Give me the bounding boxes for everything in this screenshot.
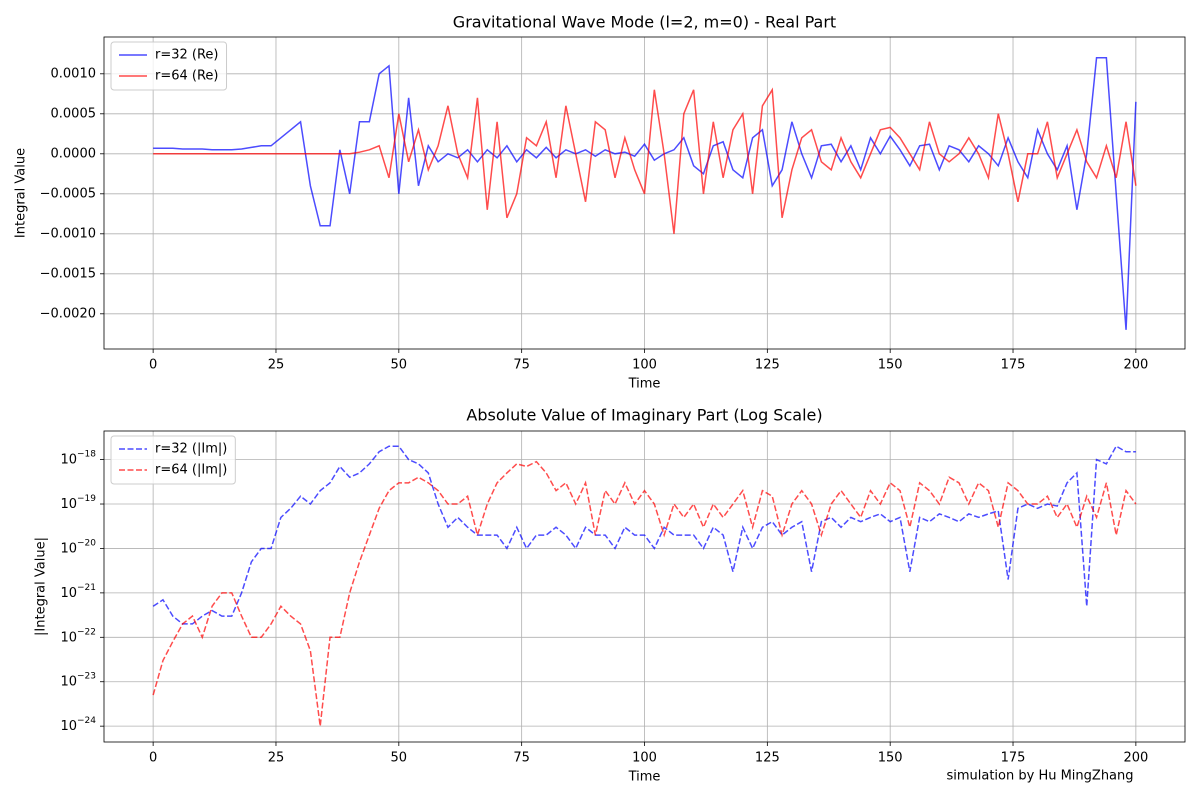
y-tick-label: 10−23	[60, 671, 96, 689]
legend-box	[110, 435, 236, 485]
series-line	[153, 57, 1137, 330]
legend-label: r=64 (Re)	[155, 69, 219, 84]
y-tick-base: 10	[60, 497, 77, 512]
x-tick-label: 75	[513, 751, 530, 766]
series-line	[152, 460, 1137, 727]
y-tick-base: 10	[60, 541, 77, 556]
x-tick-label: 25	[268, 751, 285, 766]
x-tick-label: 25	[268, 358, 285, 373]
series-line	[152, 445, 1136, 625]
series-line	[153, 87, 1137, 234]
x-tick-label: 175	[1001, 751, 1026, 766]
x-tick-label: 100	[632, 358, 657, 373]
y-tick-base: 10	[60, 719, 77, 734]
annotation: simulation by Hu MingZhang	[946, 769, 1133, 784]
y-tick-base: 10	[60, 630, 77, 645]
x-tick-label: 100	[632, 751, 657, 766]
y-tick-base: 10	[60, 674, 77, 689]
y-tick-exponent: −22	[77, 627, 96, 637]
y-tick-label: 10−22	[60, 627, 96, 645]
y-tick-exponent: −19	[77, 494, 96, 504]
x-tick-label: 125	[755, 358, 780, 373]
x-tick-label: 0	[149, 358, 157, 373]
x-axis-label: Time	[628, 770, 661, 785]
y-tick-label: 10−18	[60, 449, 96, 467]
x-tick-label: 0	[149, 751, 157, 766]
y-tick-label: 0.0010	[51, 66, 97, 81]
legend-label: r=32 (Re)	[155, 48, 219, 63]
y-tick-label: 10−19	[60, 494, 96, 512]
legend-label: r=32 (|Im|)	[155, 442, 227, 457]
y-tick-label: −0.0020	[40, 306, 96, 321]
axes-frame	[103, 430, 1186, 743]
x-tick-label: 200	[1123, 358, 1148, 373]
y-tick-label: 0.0000	[51, 146, 97, 161]
y-tick-exponent: −20	[77, 538, 96, 548]
y-tick-label: 10−24	[60, 716, 96, 734]
x-tick-label: 150	[878, 751, 903, 766]
y-tick-label: −0.0010	[40, 226, 96, 241]
x-tick-label: 125	[755, 751, 780, 766]
y-tick-base: 10	[60, 585, 77, 600]
chart-title: Gravitational Wave Mode (l=2, m=0) - Rea…	[453, 13, 836, 32]
y-tick-label: −0.0015	[40, 266, 96, 281]
y-tick-exponent: −18	[77, 449, 96, 459]
y-tick-base: 10	[60, 452, 77, 467]
x-tick-label: 175	[1001, 358, 1026, 373]
y-axis-label: Integral Value	[14, 148, 29, 238]
chart-title: Absolute Value of Imaginary Part (Log Sc…	[466, 406, 822, 425]
x-tick-label: 75	[513, 358, 530, 373]
legend-box	[110, 41, 228, 91]
y-tick-exponent: −23	[77, 671, 96, 681]
y-axis-label: |Integral Value|	[34, 537, 49, 636]
x-tick-label: 150	[878, 358, 903, 373]
y-tick-label: 10−20	[60, 538, 96, 556]
y-tick-exponent: −21	[77, 582, 96, 592]
y-tick-label: −0.0005	[40, 186, 96, 201]
y-tick-exponent: −24	[77, 716, 96, 726]
axes-frame	[103, 36, 1186, 350]
y-tick-label: 10−21	[60, 582, 96, 600]
x-tick-label: 50	[391, 358, 408, 373]
x-axis-label: Time	[628, 377, 661, 392]
x-tick-label: 50	[391, 751, 408, 766]
y-tick-label: 0.0005	[51, 106, 97, 121]
x-tick-label: 200	[1123, 751, 1148, 766]
legend-label: r=64 (|Im|)	[155, 463, 227, 478]
